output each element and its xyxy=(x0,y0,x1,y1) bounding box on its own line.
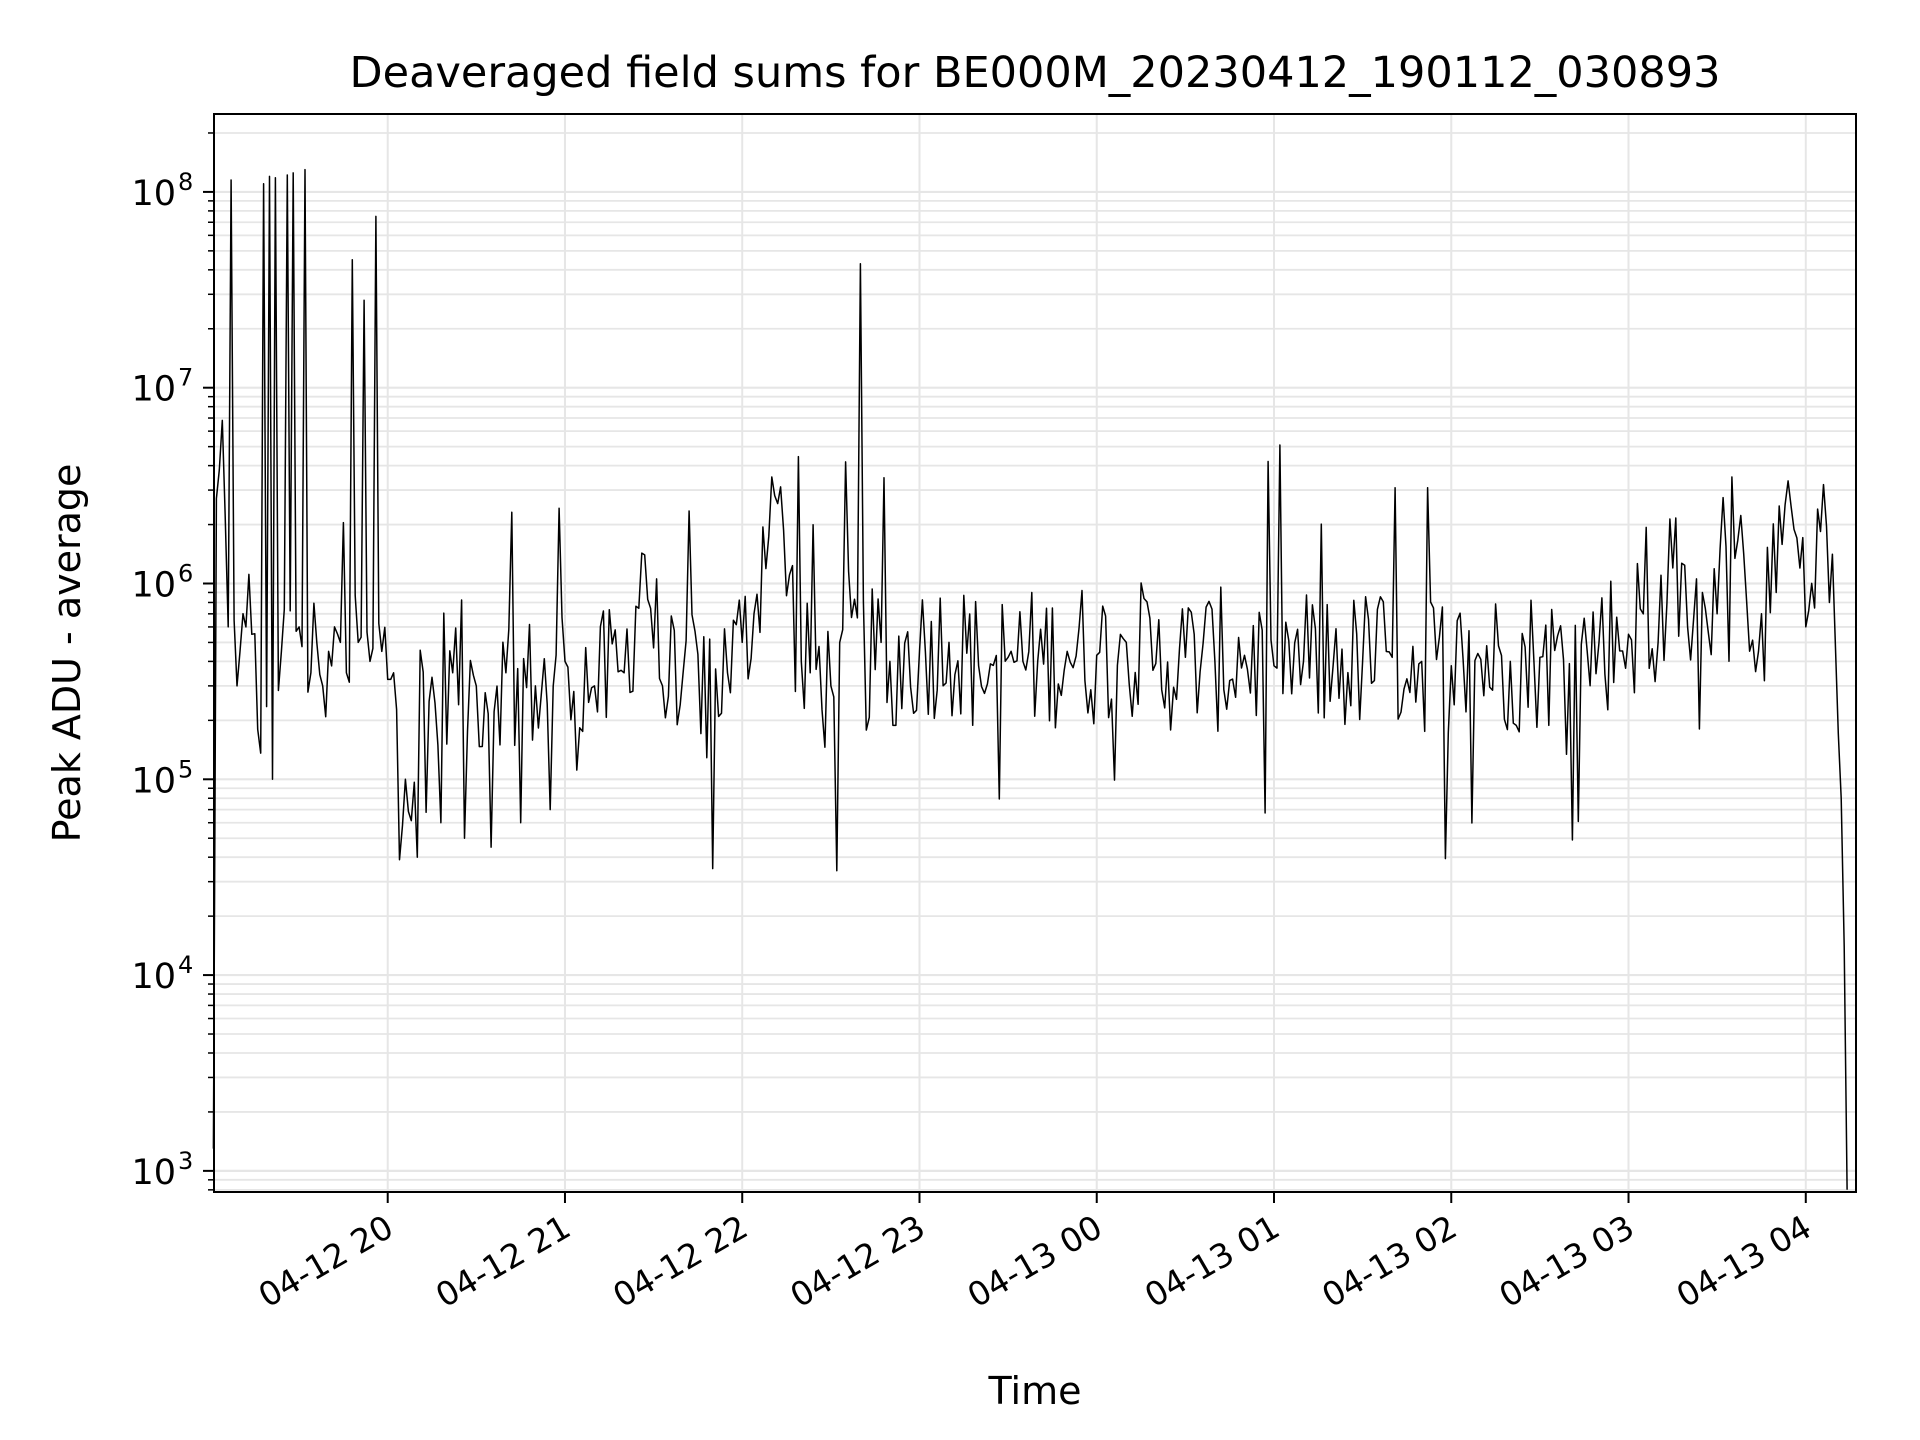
y-tick-label-exponent: 4 xyxy=(178,951,193,979)
y-tick-label: 10 6 xyxy=(131,559,193,605)
data-series-line xyxy=(212,168,1848,1190)
y-tick-label-base: 10 xyxy=(131,761,176,801)
x-tick-label: 04-12 23 xyxy=(783,1207,931,1315)
y-tick-label-exponent: 5 xyxy=(178,755,193,783)
x-tick-label: 04-13 01 xyxy=(1138,1207,1286,1315)
x-tick-label: 04-12 20 xyxy=(252,1207,400,1315)
y-tick-label-base: 10 xyxy=(131,957,176,997)
plot-area-frame xyxy=(213,113,1857,1193)
y-tick-label-exponent: 7 xyxy=(178,364,193,392)
y-tick-label: 10 5 xyxy=(131,755,193,801)
x-tick-label: 04-12 21 xyxy=(429,1207,577,1315)
x-tick-label: 04-13 03 xyxy=(1493,1207,1641,1315)
y-tick-label-base: 10 xyxy=(131,370,176,410)
y-tick-label: 10 7 xyxy=(131,364,193,410)
y-tick-label-exponent: 3 xyxy=(178,1147,193,1175)
x-tick-label: 04-13 04 xyxy=(1670,1207,1818,1315)
x-tick-label: 04-12 22 xyxy=(606,1207,754,1315)
y-tick-label: 10 4 xyxy=(131,951,193,997)
data-line-layer xyxy=(212,168,1848,1190)
y-tick-label-base: 10 xyxy=(131,1153,176,1193)
y-tick-label: 10 3 xyxy=(131,1147,193,1193)
y-tick-label-base: 10 xyxy=(131,174,176,214)
y-tick-label-exponent: 6 xyxy=(178,559,193,587)
x-tick-label: 04-13 02 xyxy=(1315,1207,1463,1315)
y-tick-label-base: 10 xyxy=(131,565,176,605)
chart-title: Deaveraged field sums for BE000M_2023041… xyxy=(350,48,1721,98)
y-axis-label: Peak ADU - average xyxy=(45,464,89,843)
x-tick-label: 04-13 00 xyxy=(961,1207,1109,1315)
grid-lines xyxy=(214,114,1856,1192)
y-tick-label-exponent: 8 xyxy=(178,168,193,196)
y-tick-label: 10 8 xyxy=(131,168,193,214)
x-axis-label: Time xyxy=(988,1369,1082,1413)
